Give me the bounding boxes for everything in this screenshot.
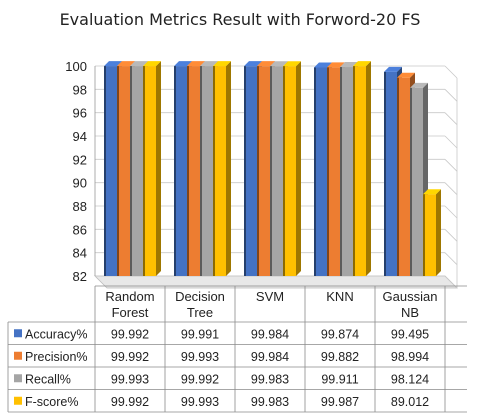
y-tick-label: 88 — [73, 199, 87, 214]
legend-label: Recall% — [25, 372, 71, 386]
category-label: Random Forest — [105, 289, 154, 320]
data-label: 99.993 — [111, 372, 149, 386]
y-tick-label: 98 — [73, 82, 87, 97]
legend-label: Accuracy% — [25, 327, 88, 341]
data-label: 99.993 — [181, 350, 219, 364]
data-label: 99.992 — [111, 395, 149, 409]
bar — [423, 189, 441, 276]
data-label: 99.992 — [111, 350, 149, 364]
data-label: 99.911 — [321, 372, 358, 386]
data-label: 99.991 — [181, 327, 219, 341]
y-tick-label: 94 — [73, 129, 87, 144]
category-label: SVM — [256, 289, 284, 304]
legend-key — [14, 374, 22, 383]
data-label: 99.984 — [251, 327, 289, 341]
gridline-depth — [444, 252, 458, 265]
bar — [353, 61, 371, 276]
bar — [143, 61, 161, 277]
table-row: Recall% 99.993 99.992 99.983 99.911 98.124 — [14, 372, 429, 386]
y-tick-label: 100 — [65, 59, 87, 74]
data-label: 98.994 — [391, 350, 429, 364]
gridline-depth — [444, 182, 458, 195]
category-label: KNN — [326, 289, 353, 304]
table-row: F-score% 99.992 99.993 99.983 99.987 89.012 — [14, 395, 429, 409]
gridline-depth — [444, 65, 458, 79]
table-row: Accuracy% 99.992 99.991 99.984 99.874 99.495 — [14, 327, 429, 341]
data-label: 89.012 — [391, 395, 429, 409]
data-label: 99.987 — [321, 395, 359, 409]
table-row: Precision% 99.992 99.993 99.984 99.882 98.994 — [14, 350, 429, 364]
y-tick-label: 86 — [73, 222, 87, 237]
legend-label: F-score% — [25, 395, 78, 409]
data-label: 99.882 — [321, 350, 359, 364]
category-label: Gaussian NB — [383, 289, 438, 320]
y-tick-label: 96 — [73, 106, 87, 121]
data-label: 98.124 — [391, 372, 429, 386]
y-axis-ticks: 100 98 96 94 92 90 88 86 84 82 — [65, 59, 87, 284]
data-label: 99.983 — [251, 372, 289, 386]
y-tick-label: 84 — [73, 246, 87, 261]
legend-key — [14, 396, 22, 405]
category-label: Decision Tree — [175, 289, 225, 320]
y-tick-label: 82 — [73, 269, 87, 284]
gridline-depth — [444, 112, 458, 125]
data-label: 99.495 — [391, 327, 429, 341]
legend-label: Precision% — [25, 350, 88, 364]
data-label: 99.992 — [181, 372, 219, 386]
data-label: 99.993 — [181, 395, 219, 409]
chart-title: Evaluation Metrics Result with Forword-2… — [59, 10, 421, 29]
gridline-depth — [444, 205, 458, 219]
gridline-depth — [444, 229, 458, 242]
data-label: 99.984 — [251, 350, 289, 364]
bars — [104, 61, 441, 277]
series-F-score% — [143, 61, 441, 277]
data-label: 99.992 — [111, 327, 149, 341]
bar — [213, 61, 231, 276]
bar — [283, 61, 301, 276]
gridline-depth — [444, 89, 458, 102]
data-label: 99.874 — [321, 327, 359, 341]
y-tick-label: 92 — [73, 152, 87, 167]
legend-key — [14, 351, 22, 360]
gridline-depth — [444, 135, 458, 149]
gridline-depth — [444, 159, 458, 172]
data-label: 99.983 — [251, 395, 289, 409]
data-table: Random Forest Decision Tree SVM KNN Gaussian NB… — [7, 285, 467, 413]
legend-key — [14, 329, 22, 338]
y-tick-label: 90 — [73, 176, 87, 191]
